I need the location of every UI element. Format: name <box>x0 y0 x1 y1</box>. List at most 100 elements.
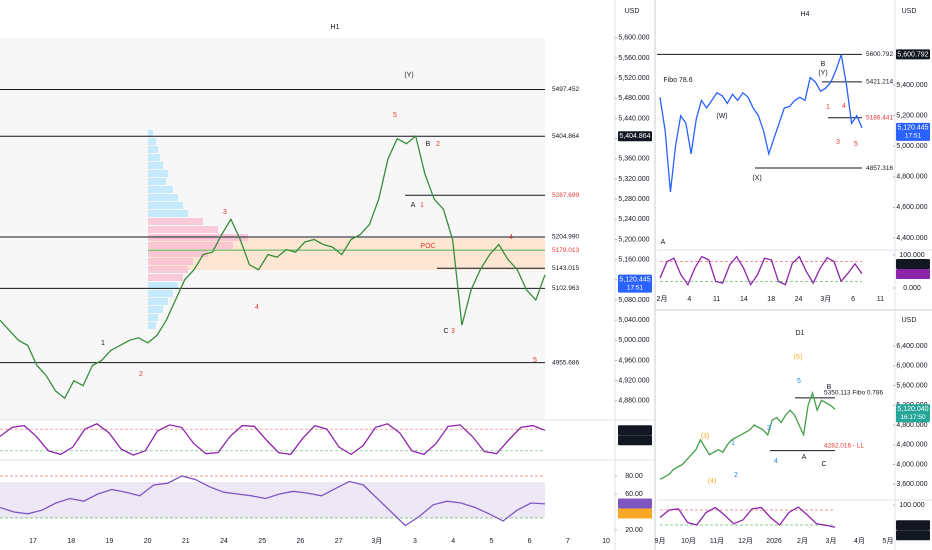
x-tick-label: 4月 <box>854 537 865 545</box>
wave-label: 5 <box>854 141 858 148</box>
chart-title: D1 <box>796 330 805 337</box>
x-tick-label: 7 <box>566 538 570 545</box>
x-tick-label: 26 <box>297 538 305 545</box>
level-label: 5143.015 <box>552 265 579 272</box>
x-tick-label: 21 <box>182 538 190 545</box>
level-label: 5102.963 <box>552 285 579 292</box>
y-tick-label: 5,400.000 <box>896 82 927 89</box>
x-tick-label: 11月 <box>710 537 724 545</box>
y-tick-label: 4,800.000 <box>896 174 927 181</box>
x-tick-label: 3 <box>413 538 417 545</box>
price-tag <box>896 258 930 269</box>
volume-bar <box>148 202 183 209</box>
x-tick-label: 19 <box>106 538 114 545</box>
wave-label: C <box>443 328 448 335</box>
y-tick-label: 5,360.000 <box>618 156 649 163</box>
y-tick-label: 5,600.000 <box>618 35 649 42</box>
wave-label: B <box>827 384 832 391</box>
x-tick-label: 4 <box>451 538 455 545</box>
wave-label: 4 <box>842 103 846 110</box>
wave-label: B <box>821 61 826 68</box>
price-line <box>0 134 546 400</box>
volume-bar <box>148 306 163 313</box>
y-tick-label: 4,920.000 <box>618 378 649 385</box>
wave-label: 5 <box>393 112 397 119</box>
wave-label: (X) <box>752 175 761 182</box>
axis-unit: USD <box>902 8 917 15</box>
wave-label: 5 <box>797 378 801 385</box>
x-tick-label: 18 <box>67 538 75 545</box>
fibo-label: Fibo 78.6 <box>663 77 692 84</box>
x-tick-label: 5 <box>489 538 493 545</box>
x-tick-label: 18 <box>767 296 775 303</box>
price-tag-label: 5,404.864 <box>619 133 650 140</box>
x-tick-label: 14 <box>740 296 748 303</box>
wave-label: A <box>661 239 666 246</box>
price-tag-time: 17:51 <box>905 133 922 140</box>
y-tick-label: 5,280.000 <box>618 196 649 203</box>
volume-bar <box>148 242 233 249</box>
volume-bar <box>148 274 183 281</box>
x-tick-label: 25 <box>258 538 266 545</box>
volume-bar <box>148 218 203 225</box>
osc-tick-label: 0.000 <box>903 285 921 292</box>
y-tick-label: 5,600.000 <box>896 382 927 389</box>
level-label: 5186.441 <box>866 114 893 121</box>
osc-tick-label: 100.000 <box>899 502 924 509</box>
wave-label: 4 <box>509 234 513 241</box>
y-tick-label: 6,000.000 <box>896 363 927 370</box>
volume-bar <box>148 234 248 241</box>
price-tag <box>896 520 930 531</box>
y-tick-label: 6,400.000 <box>896 343 927 350</box>
y-tick-label: 4,960.000 <box>618 357 649 364</box>
x-tick-label: 3月 <box>820 295 831 303</box>
x-tick-label: 24 <box>220 538 228 545</box>
osc-tick-label: 20.00 <box>625 527 643 534</box>
y-tick-label: 4,600.000 <box>896 204 927 211</box>
wave-label: (5) <box>794 354 803 361</box>
wave-label: 3 <box>223 209 227 216</box>
wave-label: 3 <box>836 139 840 146</box>
y-tick-label: 3,600.000 <box>896 481 927 488</box>
wave-label: 4 <box>255 304 259 311</box>
chart-title: H4 <box>801 11 810 18</box>
y-tick-label: 5,160.000 <box>618 257 649 264</box>
x-tick-label: 6 <box>851 296 855 303</box>
price-tag <box>618 425 652 436</box>
oscillator-line <box>0 475 546 527</box>
price-tag <box>618 435 652 446</box>
x-tick-label: 10月 <box>681 537 696 545</box>
y-tick-label: 4,400.000 <box>896 235 927 242</box>
level-label: 4282.016 - LL <box>824 442 865 449</box>
level-label: 4857.316 <box>866 165 893 172</box>
volume-bar <box>148 298 168 305</box>
price-tag-label: 5,600.792 <box>897 51 928 58</box>
price-tag-label: 5,120.445 <box>897 125 928 132</box>
oscillator-line <box>659 255 863 287</box>
y-tick-label: 4,800.000 <box>896 422 927 429</box>
y-tick-label: 5,000.000 <box>896 143 927 150</box>
wave-label: 1 <box>731 440 735 447</box>
x-tick-label: 5月 <box>883 537 894 545</box>
price-tag-label: 5,120.040 <box>897 406 928 413</box>
wave-label: 5 <box>533 357 537 364</box>
volume-bar <box>148 162 163 169</box>
wave-label: 3 <box>767 425 771 432</box>
volume-bar <box>148 130 153 137</box>
price-tag <box>896 49 930 60</box>
price-line <box>659 54 863 193</box>
x-tick-label: 3月 <box>371 537 382 545</box>
x-tick-label: 17 <box>29 538 37 545</box>
level-label: 5350.113 Fibo 0.786 <box>824 390 884 397</box>
x-tick-label: 20 <box>144 538 152 545</box>
wave-label: A <box>411 202 416 209</box>
chart-title: H1 <box>331 24 340 31</box>
axis-unit: USD <box>625 8 640 15</box>
x-tick-label: 2026 <box>766 538 782 545</box>
x-tick-label: 27 <box>335 538 343 545</box>
osc-tick-label: 80.00 <box>625 473 643 480</box>
y-tick-label: 5,000.000 <box>618 337 649 344</box>
volume-bar <box>148 138 156 145</box>
y-tick-label: 4,400.000 <box>896 442 927 449</box>
level-label: 5179.013 <box>552 247 579 254</box>
